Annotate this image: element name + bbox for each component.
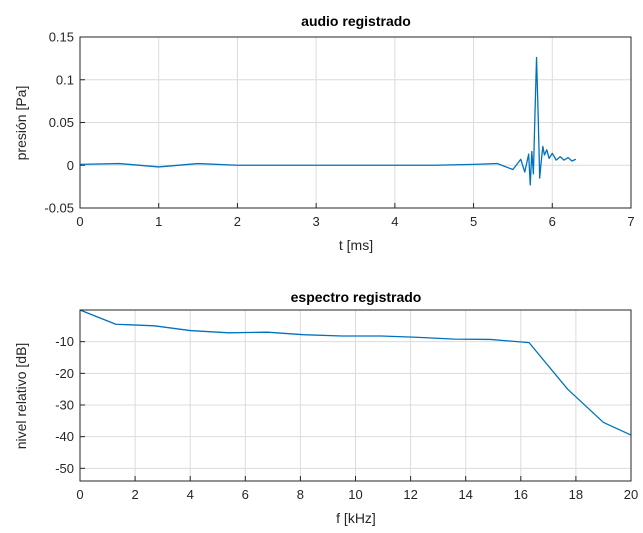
spectrum-gridlines <box>80 310 631 481</box>
y-tick-label: -0.05 <box>44 201 74 216</box>
spectrum-series-line <box>79 309 632 436</box>
y-tick-label: -50 <box>55 461 74 476</box>
y-tick-label: 0.1 <box>56 72 74 87</box>
y-tick-label: 0.05 <box>49 115 74 130</box>
x-tick-label: 4 <box>187 487 194 502</box>
spectrum-x-axis-label: f [kHz] <box>336 510 376 526</box>
x-tick-label: 4 <box>391 214 398 229</box>
y-tick-label: -10 <box>55 334 74 349</box>
audio-plot-frame <box>79 36 632 209</box>
audio-y-axis-label: presión [Pa] <box>13 86 29 161</box>
x-tick-label: 6 <box>549 214 556 229</box>
audio-chart-title: audio registrado <box>301 13 411 29</box>
spectrum-x-tick-labels: 0 2 4 6 8 10 12 14 16 18 20 <box>76 487 638 502</box>
x-tick-label: 1 <box>155 214 162 229</box>
x-tick-label: 12 <box>403 487 417 502</box>
x-tick-label: 8 <box>297 487 304 502</box>
audio-series-line <box>79 56 577 186</box>
spectrum-chart-title: espectro registrado <box>291 289 422 305</box>
x-tick-label: 14 <box>458 487 472 502</box>
x-tick-label: 10 <box>348 487 362 502</box>
spectrum-plot-frame <box>79 309 632 482</box>
x-tick-label: 2 <box>131 487 138 502</box>
audio-x-tick-labels: 0 1 2 3 4 5 6 7 <box>76 214 634 229</box>
x-tick-label: 18 <box>569 487 583 502</box>
y-tick-label: -30 <box>55 398 74 413</box>
x-tick-label: 5 <box>470 214 477 229</box>
y-tick-label: 0.15 <box>49 30 74 45</box>
spectrum-chart: espectro registrado 0 2 4 6 8 10 12 14 16 18 20 -5… <box>13 289 638 526</box>
audio-x-axis-label: t [ms] <box>339 237 373 253</box>
x-tick-label: 3 <box>313 214 320 229</box>
audio-y-tick-labels: -0.05 0 0.05 0.1 0.15 <box>44 30 74 216</box>
y-tick-label: -40 <box>55 429 74 444</box>
x-tick-label: 20 <box>624 487 638 502</box>
spectrum-y-axis-label: nivel relativo [dB] <box>13 343 29 450</box>
y-tick-label: 0 <box>67 158 74 173</box>
x-tick-label: 7 <box>627 214 634 229</box>
spectrum-y-tick-labels: -50 -40 -30 -20 -10 <box>55 334 74 476</box>
x-tick-label: 0 <box>76 214 83 229</box>
x-tick-label: 2 <box>234 214 241 229</box>
x-tick-label: 0 <box>76 487 83 502</box>
x-tick-label: 16 <box>514 487 528 502</box>
x-tick-label: 6 <box>242 487 249 502</box>
y-tick-label: -20 <box>55 366 74 381</box>
